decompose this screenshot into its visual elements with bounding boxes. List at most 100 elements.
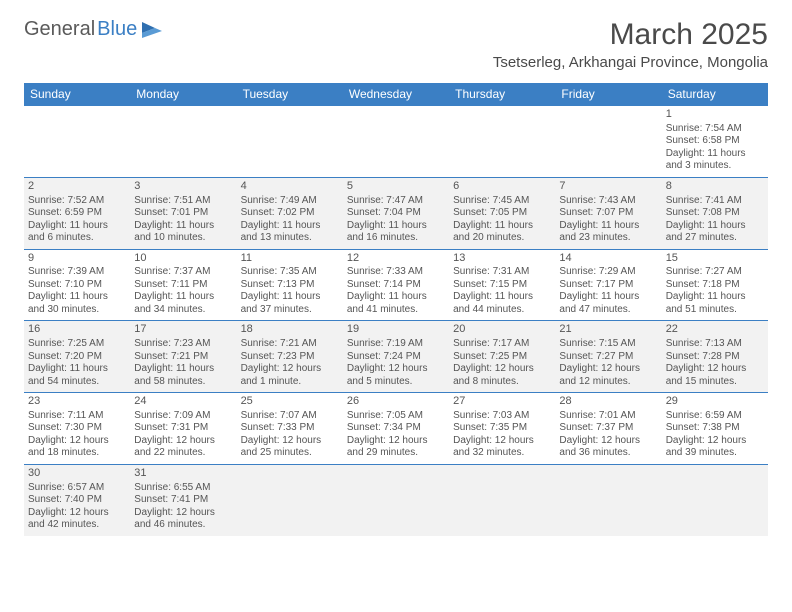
sunrise-text: Sunrise: 7:13 AM bbox=[666, 338, 764, 351]
sunset-text: Sunset: 7:07 PM bbox=[559, 207, 657, 220]
sunset-text: Sunset: 7:40 PM bbox=[28, 494, 126, 507]
sunset-text: Sunset: 7:21 PM bbox=[134, 351, 232, 364]
day-cell: 5Sunrise: 7:47 AMSunset: 7:04 PMDaylight… bbox=[343, 177, 449, 249]
day-cell: 16Sunrise: 7:25 AMSunset: 7:20 PMDayligh… bbox=[24, 321, 130, 393]
sunrise-text: Sunrise: 7:37 AM bbox=[134, 266, 232, 279]
day-cell: 17Sunrise: 7:23 AMSunset: 7:21 PMDayligh… bbox=[130, 321, 236, 393]
day-number: 29 bbox=[666, 395, 764, 409]
sunset-text: Sunset: 7:04 PM bbox=[347, 207, 445, 220]
daylight-text: Daylight: 11 hours and 13 minutes. bbox=[241, 220, 339, 245]
sunset-text: Sunset: 7:17 PM bbox=[559, 279, 657, 292]
sunrise-text: Sunrise: 7:29 AM bbox=[559, 266, 657, 279]
day-number: 11 bbox=[241, 252, 339, 266]
day-cell: 28Sunrise: 7:01 AMSunset: 7:37 PMDayligh… bbox=[555, 393, 661, 465]
day-cell: 20Sunrise: 7:17 AMSunset: 7:25 PMDayligh… bbox=[449, 321, 555, 393]
day-header: Tuesday bbox=[237, 83, 343, 106]
sunrise-text: Sunrise: 7:47 AM bbox=[347, 195, 445, 208]
day-cell: 21Sunrise: 7:15 AMSunset: 7:27 PMDayligh… bbox=[555, 321, 661, 393]
day-number: 22 bbox=[666, 323, 764, 337]
sunrise-text: Sunrise: 7:39 AM bbox=[28, 266, 126, 279]
day-number: 21 bbox=[559, 323, 657, 337]
sunset-text: Sunset: 7:33 PM bbox=[241, 422, 339, 435]
day-cell bbox=[555, 464, 661, 535]
day-cell bbox=[449, 106, 555, 178]
daylight-text: Daylight: 11 hours and 16 minutes. bbox=[347, 220, 445, 245]
sunset-text: Sunset: 7:18 PM bbox=[666, 279, 764, 292]
sunrise-text: Sunrise: 7:25 AM bbox=[28, 338, 126, 351]
day-number: 2 bbox=[28, 180, 126, 194]
sunset-text: Sunset: 7:10 PM bbox=[28, 279, 126, 292]
sunset-text: Sunset: 6:59 PM bbox=[28, 207, 126, 220]
day-cell: 23Sunrise: 7:11 AMSunset: 7:30 PMDayligh… bbox=[24, 393, 130, 465]
sunrise-text: Sunrise: 7:52 AM bbox=[28, 195, 126, 208]
day-number: 26 bbox=[347, 395, 445, 409]
day-cell bbox=[130, 106, 236, 178]
day-cell: 19Sunrise: 7:19 AMSunset: 7:24 PMDayligh… bbox=[343, 321, 449, 393]
sunrise-text: Sunrise: 7:01 AM bbox=[559, 410, 657, 423]
daylight-text: Daylight: 11 hours and 37 minutes. bbox=[241, 291, 339, 316]
day-number: 20 bbox=[453, 323, 551, 337]
daylight-text: Daylight: 11 hours and 54 minutes. bbox=[28, 363, 126, 388]
day-cell bbox=[449, 464, 555, 535]
day-cell: 3Sunrise: 7:51 AMSunset: 7:01 PMDaylight… bbox=[130, 177, 236, 249]
sunset-text: Sunset: 6:58 PM bbox=[666, 135, 764, 148]
daylight-text: Daylight: 12 hours and 25 minutes. bbox=[241, 435, 339, 460]
week-row: 30Sunrise: 6:57 AMSunset: 7:40 PMDayligh… bbox=[24, 464, 768, 535]
week-row: 2Sunrise: 7:52 AMSunset: 6:59 PM Daylight… bbox=[24, 177, 768, 249]
sunset-text: Sunset: 7:20 PM bbox=[28, 351, 126, 364]
sunrise-text: Sunrise: 7:19 AM bbox=[347, 338, 445, 351]
day-number: 18 bbox=[241, 323, 339, 337]
day-header-row: Sunday Monday Tuesday Wednesday Thursday… bbox=[24, 83, 768, 106]
daylight-text: Daylight: 11 hours and 27 minutes. bbox=[666, 220, 764, 245]
day-number: 10 bbox=[134, 252, 232, 266]
daylight-text: Daylight: 11 hours and 41 minutes. bbox=[347, 291, 445, 316]
sunset-text: Sunset: 7:38 PM bbox=[666, 422, 764, 435]
sunrise-text: Sunrise: 7:07 AM bbox=[241, 410, 339, 423]
daylight-text: Daylight: 11 hours and 44 minutes. bbox=[453, 291, 551, 316]
day-cell: 25Sunrise: 7:07 AMSunset: 7:33 PMDayligh… bbox=[237, 393, 343, 465]
day-cell: 4Sunrise: 7:49 AMSunset: 7:02 PMDaylight… bbox=[237, 177, 343, 249]
day-number: 25 bbox=[241, 395, 339, 409]
sunset-text: Sunset: 7:11 PM bbox=[134, 279, 232, 292]
sunset-text: Sunset: 7:31 PM bbox=[134, 422, 232, 435]
sunset-text: Sunset: 7:23 PM bbox=[241, 351, 339, 364]
daylight-text: Daylight: 11 hours and 30 minutes. bbox=[28, 291, 126, 316]
sunrise-text: Sunrise: 7:54 AM bbox=[666, 123, 764, 136]
day-number: 12 bbox=[347, 252, 445, 266]
day-header: Friday bbox=[555, 83, 661, 106]
day-cell bbox=[237, 106, 343, 178]
day-cell: 31Sunrise: 6:55 AMSunset: 7:41 PMDayligh… bbox=[130, 464, 236, 535]
daylight-text: Daylight: 12 hours and 18 minutes. bbox=[28, 435, 126, 460]
day-cell: 7Sunrise: 7:43 AMSunset: 7:07 PMDaylight… bbox=[555, 177, 661, 249]
day-cell: 1Sunrise: 7:54 AMSunset: 6:58 PMDaylight… bbox=[662, 106, 768, 178]
daylight-text: Daylight: 12 hours and 46 minutes. bbox=[134, 507, 232, 532]
day-cell: 2Sunrise: 7:52 AMSunset: 6:59 PMDaylight… bbox=[24, 177, 130, 249]
week-row: 1Sunrise: 7:54 AMSunset: 6:58 PMDaylight… bbox=[24, 106, 768, 178]
daylight-text: Daylight: 11 hours and 23 minutes. bbox=[559, 220, 657, 245]
location-text: Tsetserleg, Arkhangai Province, Mongolia bbox=[493, 54, 768, 71]
day-number: 9 bbox=[28, 252, 126, 266]
day-number: 14 bbox=[559, 252, 657, 266]
header: GeneralBlue March 2025 Tsetserleg, Arkha… bbox=[24, 18, 768, 71]
sunrise-text: Sunrise: 7:09 AM bbox=[134, 410, 232, 423]
sunrise-text: Sunrise: 7:03 AM bbox=[453, 410, 551, 423]
daylight-text: Daylight: 11 hours and 58 minutes. bbox=[134, 363, 232, 388]
sunrise-text: Sunrise: 7:15 AM bbox=[559, 338, 657, 351]
sunrise-text: Sunrise: 7:27 AM bbox=[666, 266, 764, 279]
day-number: 15 bbox=[666, 252, 764, 266]
daylight-text: Daylight: 12 hours and 15 minutes. bbox=[666, 363, 764, 388]
sunset-text: Sunset: 7:08 PM bbox=[666, 207, 764, 220]
sunset-text: Sunset: 7:27 PM bbox=[559, 351, 657, 364]
day-cell: 9Sunrise: 7:39 AMSunset: 7:10 PMDaylight… bbox=[24, 249, 130, 321]
title-block: March 2025 Tsetserleg, Arkhangai Provinc… bbox=[493, 18, 768, 71]
calendar-table: Sunday Monday Tuesday Wednesday Thursday… bbox=[24, 83, 768, 536]
daylight-text: Daylight: 12 hours and 12 minutes. bbox=[559, 363, 657, 388]
day-cell: 22Sunrise: 7:13 AMSunset: 7:28 PMDayligh… bbox=[662, 321, 768, 393]
daylight-text: Daylight: 11 hours and 47 minutes. bbox=[559, 291, 657, 316]
day-cell: 30Sunrise: 6:57 AMSunset: 7:40 PMDayligh… bbox=[24, 464, 130, 535]
daylight-text: Daylight: 12 hours and 42 minutes. bbox=[28, 507, 126, 532]
sunset-text: Sunset: 7:30 PM bbox=[28, 422, 126, 435]
sunrise-text: Sunrise: 7:33 AM bbox=[347, 266, 445, 279]
day-number: 16 bbox=[28, 323, 126, 337]
day-number: 7 bbox=[559, 180, 657, 194]
